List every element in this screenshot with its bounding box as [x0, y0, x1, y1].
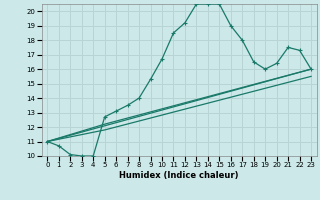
X-axis label: Humidex (Indice chaleur): Humidex (Indice chaleur) — [119, 171, 239, 180]
